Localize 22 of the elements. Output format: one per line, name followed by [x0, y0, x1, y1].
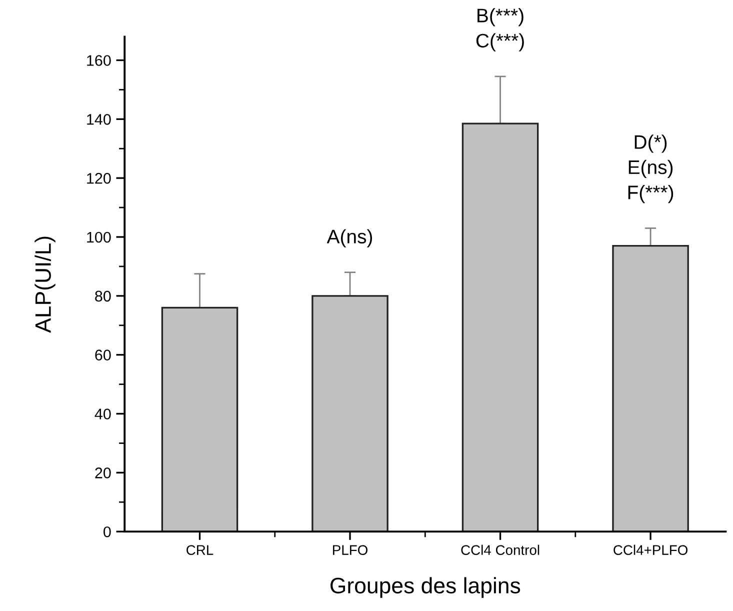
x-tick-label: CCl4+PLFO: [614, 544, 688, 555]
y-axis-title: ALP(UI/L): [34, 236, 56, 333]
bar: [161, 306, 238, 532]
bar: [462, 122, 539, 532]
x-tick-label: CCl4 Control: [461, 544, 540, 555]
bar: [612, 244, 689, 532]
x-tick-label: CRL: [186, 545, 214, 555]
y-tick-label: 140: [87, 114, 111, 125]
bar: [312, 295, 388, 532]
y-tick-label: 40: [94, 408, 111, 420]
y-tick-label: 100: [87, 232, 111, 243]
y-tick-label: 80: [95, 290, 111, 302]
text: B(***) C(***): [476, 8, 524, 52]
x-axis-title: Groupes des lapins: [330, 577, 520, 598]
y-tick-label: 160: [87, 55, 111, 66]
y-tick-label: 120: [87, 172, 111, 184]
y-tick-label: 0: [104, 526, 111, 538]
y-tick-label: 20: [95, 468, 111, 478]
y-tick-label: 60: [95, 350, 111, 361]
x-tick-label: PLFO: [333, 545, 368, 555]
annotation: A(ns): [326, 229, 372, 248]
annotation: D(*) E(ns) F(***): [628, 134, 674, 204]
